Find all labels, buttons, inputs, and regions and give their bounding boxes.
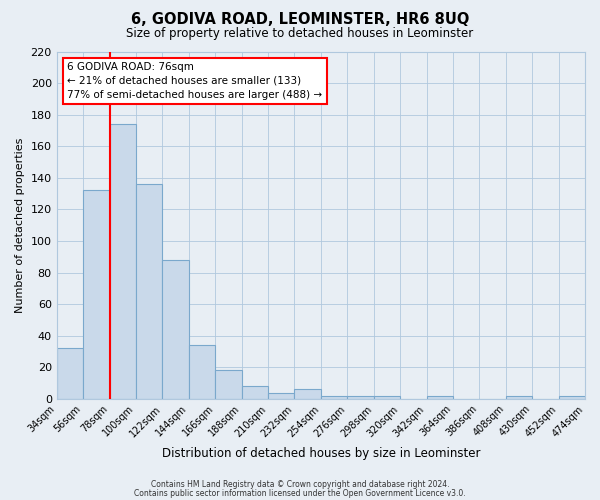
Bar xyxy=(242,386,268,399)
Bar xyxy=(189,345,215,399)
Bar xyxy=(506,396,532,399)
Y-axis label: Number of detached properties: Number of detached properties xyxy=(15,138,25,313)
Bar xyxy=(136,184,163,399)
Bar xyxy=(268,392,295,399)
Bar xyxy=(163,260,189,399)
Bar xyxy=(559,396,585,399)
Bar xyxy=(347,396,374,399)
Text: Size of property relative to detached houses in Leominster: Size of property relative to detached ho… xyxy=(127,28,473,40)
Text: 6, GODIVA ROAD, LEOMINSTER, HR6 8UQ: 6, GODIVA ROAD, LEOMINSTER, HR6 8UQ xyxy=(131,12,469,28)
Bar xyxy=(295,390,321,399)
Text: Contains HM Land Registry data © Crown copyright and database right 2024.: Contains HM Land Registry data © Crown c… xyxy=(151,480,449,489)
Bar xyxy=(56,348,83,399)
Text: 6 GODIVA ROAD: 76sqm
← 21% of detached houses are smaller (133)
77% of semi-deta: 6 GODIVA ROAD: 76sqm ← 21% of detached h… xyxy=(67,62,322,100)
Bar xyxy=(427,396,453,399)
Bar xyxy=(215,370,242,399)
Text: Contains public sector information licensed under the Open Government Licence v3: Contains public sector information licen… xyxy=(134,488,466,498)
Bar xyxy=(321,396,347,399)
Bar xyxy=(83,190,110,399)
Bar xyxy=(110,124,136,399)
Bar xyxy=(374,396,400,399)
X-axis label: Distribution of detached houses by size in Leominster: Distribution of detached houses by size … xyxy=(161,447,480,460)
